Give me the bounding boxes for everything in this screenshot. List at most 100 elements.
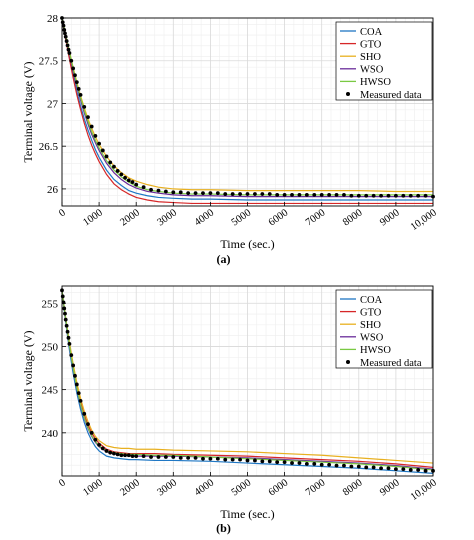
measured-data-point — [260, 459, 265, 464]
legend-label: COA — [360, 295, 383, 306]
measured-data-point — [290, 192, 294, 197]
measured-data-point — [97, 141, 101, 146]
legend-box — [335, 21, 433, 101]
measured-data-point — [371, 193, 376, 198]
measured-data-point — [82, 104, 87, 109]
measured-data-point — [134, 454, 139, 459]
measured-data-point — [69, 58, 74, 63]
measured-data-point — [423, 468, 428, 473]
measured-data-point — [297, 461, 302, 465]
measured-data-point — [115, 452, 120, 457]
measured-data-point — [156, 455, 161, 459]
measured-data-point — [69, 353, 74, 357]
measured-data-point — [93, 437, 98, 442]
measured-data-point — [104, 154, 109, 159]
measured-data-point — [223, 192, 228, 196]
measured-data-point — [401, 467, 406, 471]
series-line-wso — [61, 17, 433, 198]
measured-data-point — [238, 192, 242, 196]
measured-data-point — [327, 192, 332, 197]
measured-data-point — [73, 73, 77, 78]
x-tick-label: 10,000 — [409, 207, 439, 233]
measured-data-point — [356, 193, 361, 198]
measured-data-point — [93, 134, 98, 138]
measured-data-point — [97, 443, 101, 447]
measured-data-point — [141, 454, 146, 459]
measured-data-point — [186, 191, 191, 196]
measured-data-point — [171, 455, 176, 459]
measured-data-point — [327, 462, 332, 467]
measured-data-point — [60, 294, 65, 299]
x-tick-label: 5000 — [230, 207, 254, 228]
measured-data-point — [63, 34, 68, 39]
measured-data-point — [312, 462, 317, 466]
measured-data-point — [149, 187, 153, 192]
measured-data-point — [60, 20, 65, 25]
measured-data-point — [130, 180, 135, 184]
measured-data-point — [89, 430, 94, 435]
measured-data-point — [178, 190, 183, 195]
y-tick-label: 26.5 — [39, 141, 59, 153]
measured-data-point — [186, 455, 191, 460]
x-tick-label: 6000 — [267, 477, 291, 498]
measured-data-point — [76, 391, 81, 395]
measured-data-point — [66, 335, 71, 340]
measured-data-point — [342, 192, 346, 197]
measured-data-point — [319, 192, 324, 197]
measured-data-point — [171, 190, 176, 195]
measured-data-point — [112, 164, 116, 169]
measured-data-point — [163, 189, 168, 194]
measured-data-point — [63, 311, 67, 316]
x-tick-label: 2000 — [118, 207, 142, 228]
x-tick-label: 3000 — [156, 207, 180, 228]
measured-data-point — [78, 93, 83, 97]
measured-data-point — [100, 148, 105, 153]
measured-data-point — [74, 80, 79, 84]
measured-data-point — [163, 455, 168, 459]
measured-data-point — [275, 192, 280, 197]
measured-data-point — [71, 363, 76, 368]
measured-data-point — [201, 191, 205, 196]
measured-data-point — [215, 191, 220, 196]
legend-label: Measured data — [360, 90, 422, 101]
measured-data-point — [66, 47, 71, 52]
y-tick-label: 240 — [42, 428, 59, 440]
measured-data-point — [86, 115, 90, 120]
x-tick-label: 1000 — [81, 477, 105, 498]
measured-data-point — [74, 382, 79, 387]
measured-data-point — [401, 193, 406, 198]
measured-data-point — [356, 464, 361, 469]
measured-data-point — [312, 192, 317, 197]
measured-data-point — [71, 66, 76, 71]
measured-data-point — [201, 456, 205, 461]
measured-data-point — [208, 456, 213, 461]
x-tick-label: 8000 — [341, 207, 365, 228]
measured-data-point — [230, 192, 235, 196]
x-tick-label: 7000 — [304, 477, 328, 498]
measured-data-point — [260, 192, 265, 196]
x-tick-label: 2000 — [118, 477, 142, 498]
legend-label: GTO — [360, 39, 382, 50]
measured-data-point — [408, 468, 413, 472]
y-tick-label: 27 — [47, 98, 59, 110]
measured-data-point — [245, 192, 250, 196]
measured-data-point — [86, 422, 90, 427]
legend-label: GTO — [360, 307, 382, 318]
measured-data-point — [290, 461, 294, 465]
x-tick-label: 4000 — [193, 477, 217, 498]
legend-label: SHO — [360, 320, 381, 331]
x-tick-label: 5000 — [230, 477, 254, 498]
measured-data-point — [379, 193, 383, 198]
measured-data-point — [123, 453, 127, 458]
measured-data-point — [62, 306, 67, 311]
legend-box — [335, 289, 433, 369]
measured-data-point — [364, 465, 369, 470]
y-tick-label: 255 — [42, 298, 59, 310]
legend-label: HWSO — [360, 345, 391, 356]
measured-data-point — [275, 460, 280, 465]
measured-data-point — [73, 373, 77, 378]
measured-data-point — [334, 192, 339, 197]
measured-data-point — [223, 457, 228, 462]
x-tick-label: 7000 — [304, 207, 328, 228]
